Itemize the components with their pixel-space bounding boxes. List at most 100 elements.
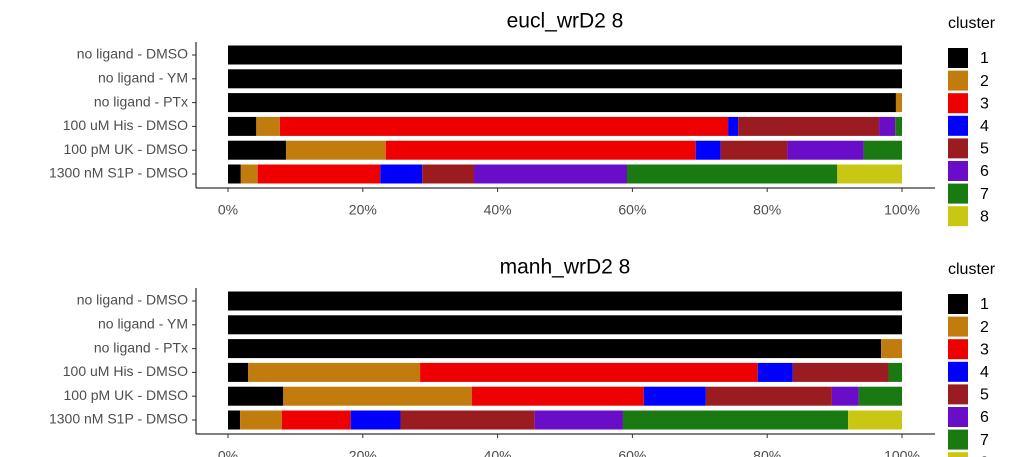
bar-segment <box>738 116 880 136</box>
bar-segment <box>720 140 788 160</box>
bar-segment <box>228 164 241 184</box>
legend-label: 2 <box>980 73 989 90</box>
bar-segment <box>895 93 902 113</box>
legend-swatch <box>948 161 968 181</box>
y-tick-label: no ligand - PTx <box>94 339 188 355</box>
x-tick-label: 20% <box>349 448 377 457</box>
bar-segment <box>385 140 696 160</box>
bar-segment <box>474 164 628 184</box>
y-tick-label: 100 pM UK - DMSO <box>64 141 189 157</box>
y-tick-label: no ligand - YM <box>98 70 188 86</box>
legend-swatch <box>948 429 968 450</box>
legend-title: cluster <box>948 15 996 32</box>
bar-segment <box>863 140 902 160</box>
y-tick-label: no ligand - DMSO <box>77 292 188 308</box>
x-tick-label: 0% <box>218 202 238 218</box>
legend-swatch <box>948 452 968 457</box>
bar-segment <box>248 362 421 382</box>
legend-label: 1 <box>980 296 989 313</box>
legend-label: 6 <box>980 409 989 426</box>
chart-title: eucl_wrD2 8 <box>507 10 624 33</box>
legend-label: 5 <box>980 141 989 158</box>
bar-segment <box>228 69 902 89</box>
legend-label: 4 <box>980 364 989 381</box>
legend-label: 3 <box>980 341 989 358</box>
legend-label: 2 <box>980 319 989 336</box>
bar-segment <box>831 386 859 406</box>
x-tick-label: 20% <box>349 202 377 218</box>
bar-segment <box>881 339 902 359</box>
legend-title: cluster <box>948 261 996 278</box>
bar-segment <box>285 140 386 160</box>
legend-swatch <box>948 294 968 314</box>
legend-label: 7 <box>980 186 989 203</box>
bar-segment <box>228 315 902 335</box>
legend-swatch <box>948 339 968 360</box>
bar-segment <box>627 164 838 184</box>
legend-label: 8 <box>980 208 989 225</box>
y-tick-label: 100 uM His - DMSO <box>63 117 188 133</box>
bar-segment <box>240 410 282 430</box>
bar-segment <box>228 362 249 382</box>
legend-label: 6 <box>980 163 989 180</box>
legend-swatch <box>948 138 968 159</box>
bar-segment <box>534 410 623 430</box>
bar-segment <box>895 116 902 136</box>
legend-label: 8 <box>980 454 989 457</box>
legend-swatch <box>948 316 968 337</box>
legend-swatch <box>948 93 968 114</box>
bar-segment <box>888 362 902 382</box>
x-tick-label: 100% <box>884 202 920 218</box>
legend-swatch <box>948 70 968 91</box>
bar-segment <box>256 116 280 136</box>
y-tick-label: no ligand - DMSO <box>77 46 188 62</box>
bar-segment <box>858 386 902 406</box>
bar-segment <box>471 386 644 406</box>
legend-swatch <box>948 206 968 227</box>
bar-segment <box>228 291 902 311</box>
bar-segment <box>400 410 535 430</box>
bar-segment <box>787 140 864 160</box>
y-tick-label: no ligand - PTx <box>94 93 188 109</box>
bar-segment <box>228 386 284 406</box>
bar-segment <box>350 410 401 430</box>
x-tick-label: 60% <box>618 202 646 218</box>
x-tick-label: 100% <box>884 448 920 457</box>
bar-segment <box>622 410 849 430</box>
bar-segment <box>643 386 706 406</box>
legend-swatch <box>948 115 968 136</box>
bar-segment <box>380 164 423 184</box>
legend-label: 4 <box>980 118 989 135</box>
legend-label: 1 <box>980 50 989 67</box>
x-tick-label: 0% <box>218 448 238 457</box>
bar-segment <box>228 410 241 430</box>
x-tick-label: 40% <box>484 202 512 218</box>
bar-segment <box>228 45 902 65</box>
bar-segment <box>757 362 793 382</box>
bar-segment <box>228 116 257 136</box>
bar-segment <box>228 93 896 113</box>
legend-swatch <box>948 183 968 204</box>
bar-segment <box>848 410 902 430</box>
legend-swatch <box>948 407 968 427</box>
bar-segment <box>281 410 351 430</box>
bar-segment <box>240 164 258 184</box>
y-tick-label: no ligand - YM <box>98 316 188 332</box>
bar-segment <box>705 386 832 406</box>
bar-segment <box>228 339 882 359</box>
bar-segment <box>283 386 472 406</box>
legend-swatch <box>948 361 968 382</box>
x-tick-label: 80% <box>753 448 781 457</box>
y-tick-label: 1300 nM S1P - DMSO <box>49 411 188 427</box>
bar-segment <box>257 164 381 184</box>
bar-segment <box>837 164 902 184</box>
bar-segment <box>695 140 721 160</box>
y-tick-label: 100 uM His - DMSO <box>63 363 188 379</box>
legend-swatch <box>948 384 968 405</box>
x-tick-label: 80% <box>753 202 781 218</box>
x-tick-label: 60% <box>618 448 646 457</box>
chart-title: manh_wrD2 8 <box>500 256 631 279</box>
bar-segment <box>728 116 739 136</box>
y-tick-label: 1300 nM S1P - DMSO <box>49 165 188 181</box>
